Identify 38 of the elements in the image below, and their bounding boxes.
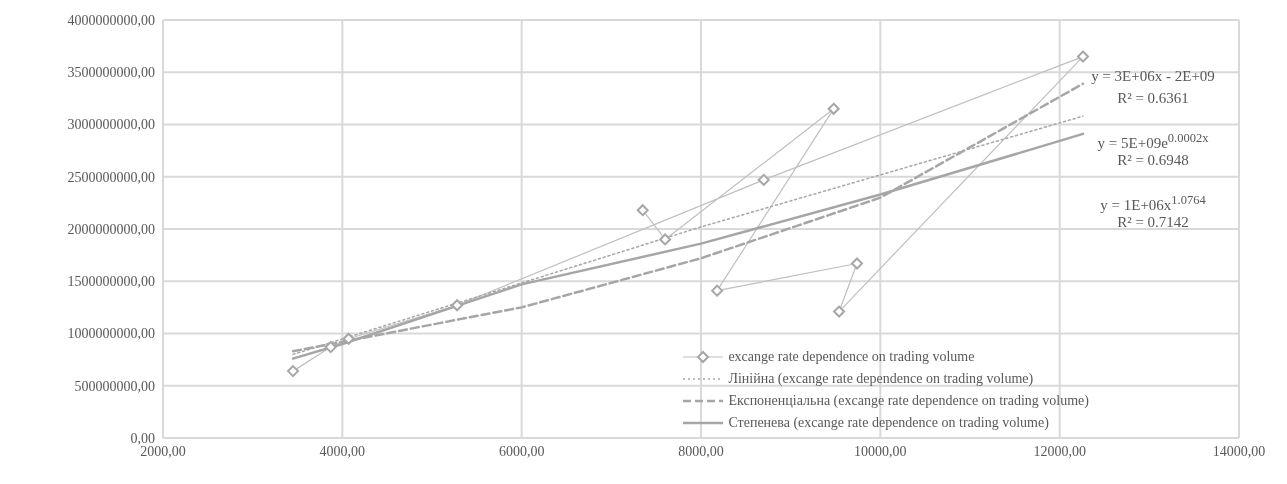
point bbox=[659, 233, 672, 246]
point bbox=[827, 102, 840, 115]
point bbox=[451, 299, 464, 312]
y-tick-label: 1000000000,00 bbox=[67, 326, 155, 342]
point bbox=[833, 305, 846, 318]
y-tick-label: 4000000000,00 bbox=[67, 12, 155, 28]
y-tick-label: 500000000,00 bbox=[74, 378, 155, 394]
legend-label: Степенева (excange rate dependence on trading volume) bbox=[728, 415, 1049, 431]
point bbox=[757, 173, 770, 186]
point bbox=[287, 365, 300, 378]
x-tick-label: 10000,00 bbox=[854, 443, 907, 459]
point bbox=[324, 341, 337, 354]
annotation: y = 3E+06x - 2E+09 bbox=[1090, 67, 1216, 86]
point bbox=[851, 257, 864, 270]
x-tick-label: 14000,00 bbox=[1212, 443, 1266, 459]
y-tick-label: 2500000000,00 bbox=[67, 169, 155, 185]
y-tick-label: 1500000000,00 bbox=[67, 274, 155, 290]
annotation: y = 1E+06x$^{1.0764}$ bbox=[1099, 192, 1207, 215]
legend-label: Лінійна (excange rate dependence on trading volume) bbox=[728, 371, 1034, 387]
legend-label: excange rate dependence on trading volume bbox=[728, 349, 975, 365]
legend-label: Експоненціальна (excange rate dependence on trading volume) bbox=[728, 393, 1089, 409]
x-tick-label: 2000,00 bbox=[140, 443, 186, 459]
annotation: y = 5E+09e$^{0.0002x}$ bbox=[1096, 130, 1210, 153]
annotation: R² = 0.6361 bbox=[1116, 89, 1190, 108]
point bbox=[342, 332, 355, 345]
y-tick-label: 0,00 bbox=[130, 430, 155, 446]
x-tick-label: 12000,00 bbox=[1033, 443, 1086, 459]
y-tick-label: 2000000000,00 bbox=[67, 221, 155, 237]
x-tick-label: 4000,00 bbox=[319, 443, 366, 459]
annotation: R² = 0.6948 bbox=[1116, 151, 1190, 170]
x-tick-label: 6000,00 bbox=[498, 443, 545, 459]
annotation: R² = 0.7142 bbox=[1116, 213, 1190, 232]
point bbox=[711, 284, 724, 297]
point bbox=[1076, 50, 1089, 63]
x-tick-label: 8000,00 bbox=[678, 443, 724, 459]
point bbox=[636, 204, 649, 217]
y-tick-label: 3000000000,00 bbox=[67, 117, 155, 133]
y-tick-label: 3500000000,00 bbox=[67, 65, 155, 81]
